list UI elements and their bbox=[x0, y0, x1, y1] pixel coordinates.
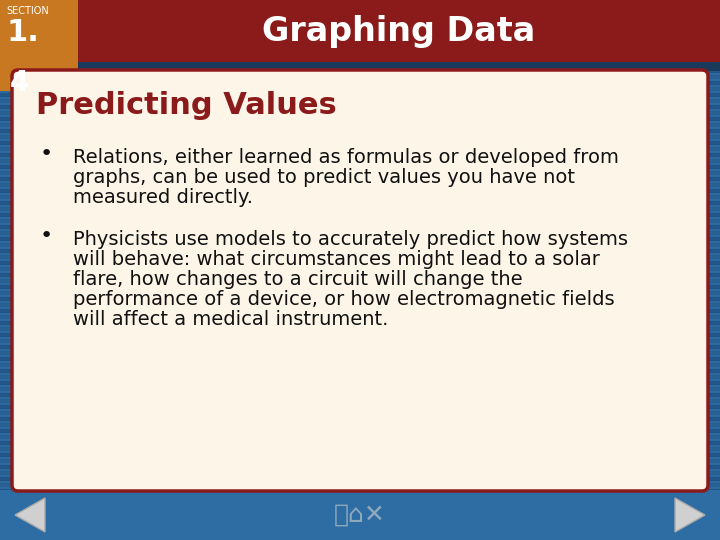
FancyBboxPatch shape bbox=[12, 70, 708, 491]
Text: 4: 4 bbox=[10, 69, 30, 97]
Text: flare, how changes to a circuit will change the: flare, how changes to a circuit will cha… bbox=[73, 270, 523, 289]
Text: will affect a medical instrument.: will affect a medical instrument. bbox=[73, 310, 388, 329]
Text: ⦾⌂✕: ⦾⌂✕ bbox=[334, 503, 386, 527]
Polygon shape bbox=[675, 498, 705, 532]
Text: performance of a device, or how electromagnetic fields: performance of a device, or how electrom… bbox=[73, 290, 615, 309]
Text: Predicting Values: Predicting Values bbox=[36, 91, 337, 120]
Bar bbox=[0, 0, 78, 91]
Text: Physicists use models to accurately predict how systems: Physicists use models to accurately pred… bbox=[73, 230, 628, 249]
Bar bbox=[0, 0, 720, 62]
Text: 1.: 1. bbox=[6, 18, 39, 47]
Polygon shape bbox=[15, 498, 45, 532]
Text: •: • bbox=[40, 226, 53, 246]
Bar bbox=[0, 490, 720, 540]
Bar bbox=[0, 62, 720, 71]
Text: will behave: what circumstances might lead to a solar: will behave: what circumstances might le… bbox=[73, 250, 600, 269]
Text: measured directly.: measured directly. bbox=[73, 188, 253, 207]
Text: •: • bbox=[40, 144, 53, 164]
Text: SECTION: SECTION bbox=[6, 6, 49, 16]
Text: Relations, either learned as formulas or developed from: Relations, either learned as formulas or… bbox=[73, 148, 619, 167]
Text: graphs, can be used to predict values you have not: graphs, can be used to predict values yo… bbox=[73, 168, 575, 187]
Text: Graphing Data: Graphing Data bbox=[262, 15, 536, 48]
